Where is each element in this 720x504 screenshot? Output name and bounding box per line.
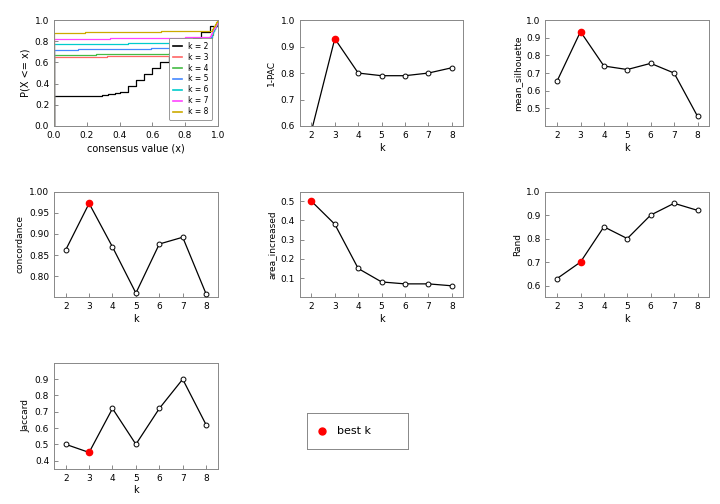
Y-axis label: Rand: Rand (513, 233, 522, 256)
Y-axis label: area_increased: area_increased (267, 210, 276, 279)
Y-axis label: P(X <= x): P(X <= x) (21, 49, 30, 97)
X-axis label: k: k (379, 314, 384, 324)
X-axis label: k: k (133, 314, 139, 324)
Y-axis label: concordance: concordance (16, 215, 25, 274)
Text: best k: best k (337, 426, 371, 436)
Y-axis label: mean_silhouette: mean_silhouette (513, 35, 522, 111)
X-axis label: consensus value (x): consensus value (x) (87, 144, 185, 154)
Legend: k = 2, k = 3, k = 4, k = 5, k = 6, k = 7, k = 8: k = 2, k = 3, k = 4, k = 5, k = 6, k = 7… (169, 38, 212, 120)
X-axis label: k: k (624, 143, 630, 153)
Y-axis label: Jaccard: Jaccard (22, 399, 30, 432)
X-axis label: k: k (624, 314, 630, 324)
Y-axis label: 1-PAC: 1-PAC (267, 60, 276, 86)
X-axis label: k: k (133, 485, 139, 495)
X-axis label: k: k (379, 143, 384, 153)
